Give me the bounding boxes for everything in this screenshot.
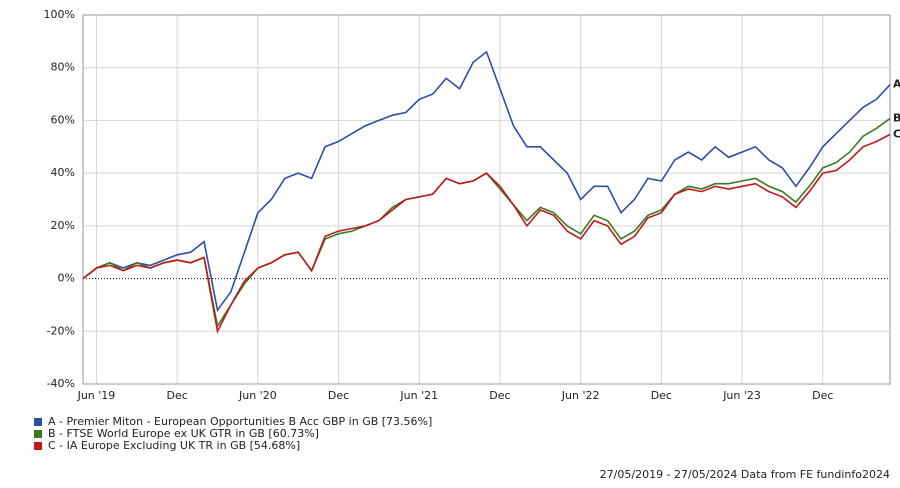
- legend-label: C - IA Europe Excluding UK TR in GB [54.…: [48, 439, 300, 452]
- footer: 27/05/2019 - 27/05/2024 Data from FE fun…: [600, 468, 890, 481]
- y-tick-label: -40%: [47, 377, 75, 390]
- x-tick-label: Jun '19: [77, 389, 116, 402]
- x-tick-label: Jun '20: [238, 389, 277, 402]
- y-tick-label: -20%: [47, 324, 75, 337]
- legend-label: A - Premier Miton - European Opportuniti…: [48, 415, 432, 428]
- y-tick-label: 40%: [51, 166, 75, 179]
- x-tick-label: Dec: [812, 389, 833, 402]
- series-line: [82, 50, 891, 313]
- legend-swatch: [34, 430, 42, 438]
- legend-swatch: [34, 418, 42, 426]
- x-tick-label: Dec: [651, 389, 672, 402]
- legend-swatch: [34, 442, 42, 450]
- y-tick-label: 0%: [58, 272, 75, 285]
- series-line: [82, 133, 891, 334]
- x-tick-label: Dec: [489, 389, 510, 402]
- end-label: A: [893, 78, 900, 91]
- x-tick-label: Jun '21: [399, 389, 438, 402]
- y-tick-label: 20%: [51, 219, 75, 232]
- x-tick-label: Jun '22: [561, 389, 600, 402]
- end-label: B: [893, 112, 900, 125]
- plot-frame: [82, 14, 891, 385]
- x-tick-label: Dec: [167, 389, 188, 402]
- y-tick-label: 80%: [51, 61, 75, 74]
- x-tick-label: Dec: [328, 389, 349, 402]
- x-tick-label: Jun '23: [722, 389, 761, 402]
- y-tick-label: 60%: [51, 113, 75, 126]
- y-tick-label: 100%: [44, 8, 75, 21]
- series-line: [82, 117, 891, 329]
- end-label: C: [893, 127, 900, 140]
- legend-label: B - FTSE World Europe ex UK GTR in GB [6…: [48, 427, 319, 440]
